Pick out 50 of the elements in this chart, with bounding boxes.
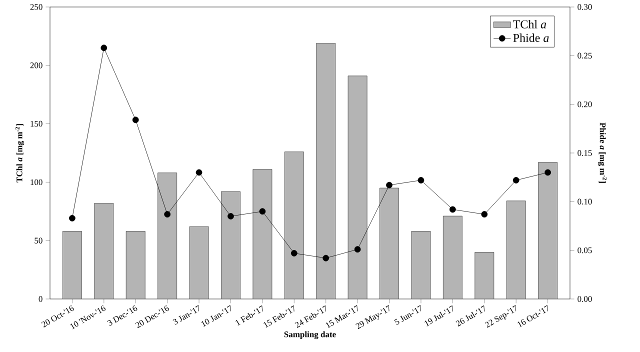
bar [62, 231, 82, 299]
bar [189, 226, 209, 299]
point [481, 211, 488, 218]
bar [126, 231, 146, 299]
point [69, 215, 76, 222]
point [100, 44, 108, 52]
point [132, 116, 139, 124]
y2-tick-label: 0.15 [578, 150, 592, 156]
point [322, 254, 330, 262]
bar [221, 191, 240, 299]
point [418, 177, 424, 184]
point [164, 211, 171, 218]
point [512, 177, 520, 184]
point [354, 246, 361, 253]
bar [252, 169, 272, 299]
y2-tick-label: 0.05 [578, 247, 592, 254]
bar [316, 43, 336, 299]
point [449, 206, 456, 213]
bar [348, 76, 368, 299]
y2-tick-label: 0.30 [578, 4, 592, 10]
y-tick-label: 50 [34, 238, 42, 244]
bar [411, 231, 431, 299]
y2-tick-label: 0.00 [578, 296, 592, 302]
legend-label: TChl a [513, 20, 546, 28]
y2-tick-label: 0.20 [578, 101, 592, 108]
bar [94, 203, 114, 299]
bar [506, 200, 526, 299]
bar [538, 162, 558, 299]
y-tick-label: 150 [30, 120, 42, 127]
bar [158, 172, 178, 299]
y-axis-title: TChl a [mg m$^{-2}$] [15, 124, 24, 182]
y-tick-label: 200 [30, 62, 42, 68]
point [386, 182, 392, 188]
point [259, 208, 266, 215]
legend-label: Phide a [513, 34, 549, 42]
point [228, 213, 234, 220]
x-axis-title: Sampling date [284, 331, 336, 340]
bar [442, 216, 462, 299]
point [544, 169, 552, 176]
bar [380, 188, 399, 299]
y-tick-label: 0 [38, 296, 42, 302]
y2-tick-label: 0.10 [578, 198, 592, 205]
y-tick-label: 250 [30, 4, 42, 10]
y2-tick-label: 0.25 [578, 52, 592, 59]
y-tick-label: 100 [30, 179, 42, 186]
y2-axis-title: Phide a [mg m$^{-2}$] [598, 122, 607, 183]
bar [284, 152, 304, 299]
bar [474, 252, 494, 299]
point [196, 169, 202, 176]
point [290, 250, 298, 256]
